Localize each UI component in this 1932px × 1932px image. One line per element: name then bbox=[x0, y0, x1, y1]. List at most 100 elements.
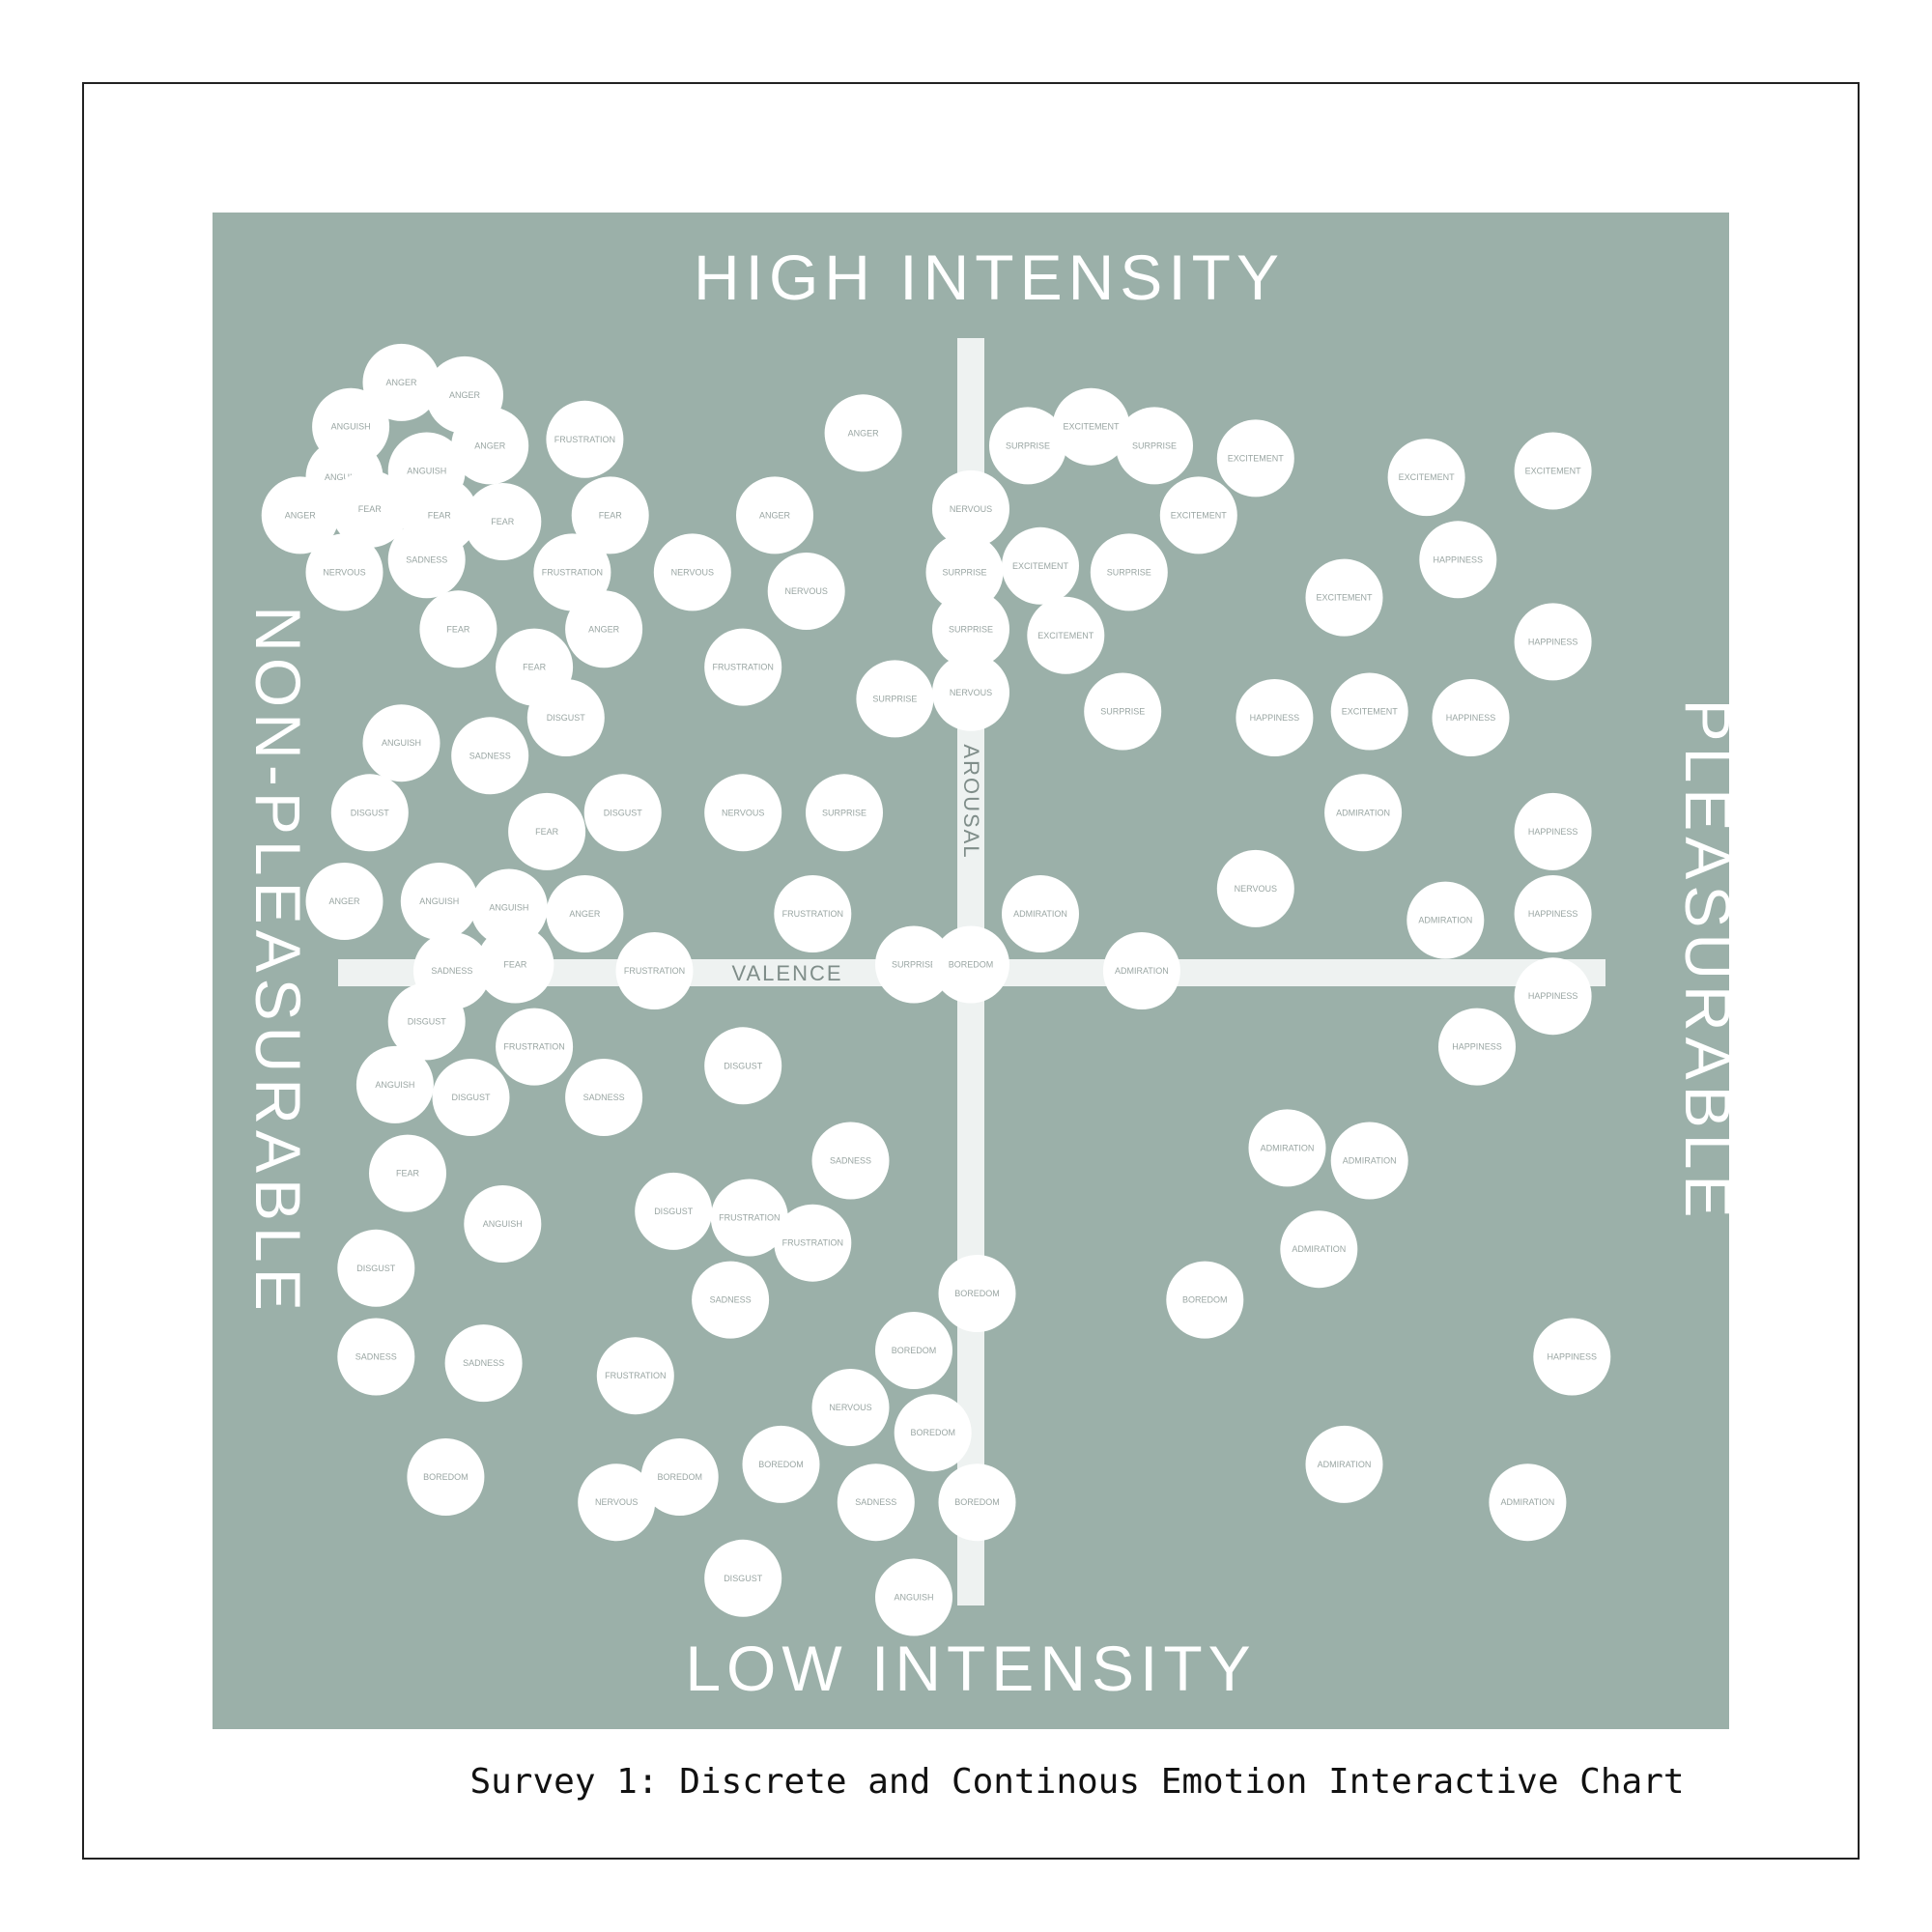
emotion-bubble[interactable] bbox=[1052, 387, 1130, 466]
emotion-point[interactable]: DISGUST bbox=[526, 679, 605, 756]
emotion-bubble[interactable] bbox=[546, 875, 624, 952]
emotion-bubble[interactable] bbox=[615, 932, 694, 1009]
emotion-point[interactable]: EXCITEMENT bbox=[1305, 558, 1383, 637]
emotion-point[interactable]: NERVOUS bbox=[578, 1463, 656, 1542]
emotion-bubble[interactable] bbox=[407, 1438, 485, 1516]
emotion-bubble[interactable] bbox=[508, 792, 586, 870]
emotion-point[interactable]: DISGUST bbox=[337, 1229, 415, 1307]
emotion-point[interactable]: FRUSTRATION bbox=[710, 1179, 788, 1257]
emotion-point[interactable]: FRUSTRATION bbox=[615, 932, 694, 1009]
emotion-point[interactable]: SURPRISE bbox=[925, 533, 1004, 611]
emotion-bubble[interactable] bbox=[526, 679, 605, 756]
emotion-bubble[interactable] bbox=[261, 476, 339, 554]
emotion-point[interactable]: HAPPINESS bbox=[1432, 679, 1510, 756]
emotion-point[interactable]: SADNESS bbox=[811, 1122, 890, 1200]
emotion-point[interactable]: EXCITEMENT bbox=[1514, 432, 1592, 510]
emotion-bubble[interactable] bbox=[387, 521, 466, 599]
emotion-point[interactable]: FEAR bbox=[369, 1134, 446, 1212]
emotion-point[interactable]: SADNESS bbox=[565, 1059, 643, 1136]
emotion-point[interactable]: FRUSTRATION bbox=[533, 533, 611, 611]
emotion-bubble[interactable] bbox=[1514, 957, 1592, 1036]
emotion-point[interactable]: HAPPINESS bbox=[1419, 521, 1497, 599]
emotion-bubble[interactable] bbox=[774, 1204, 852, 1282]
emotion-bubble[interactable] bbox=[875, 1312, 952, 1389]
emotion-point[interactable]: FRUSTRATION bbox=[546, 400, 624, 478]
emotion-bubble[interactable] bbox=[1002, 526, 1079, 605]
emotion-bubble[interactable] bbox=[578, 1463, 656, 1542]
emotion-point[interactable]: SURPRISE bbox=[875, 925, 952, 1004]
emotion-bubble[interactable] bbox=[1159, 476, 1237, 554]
emotion-bubble[interactable] bbox=[938, 1463, 1016, 1542]
emotion-bubble[interactable] bbox=[476, 925, 554, 1004]
emotion-bubble[interactable] bbox=[362, 704, 440, 782]
emotion-point[interactable]: EXCITEMENT bbox=[1052, 387, 1130, 466]
emotion-point[interactable]: FRUSTRATION bbox=[704, 628, 782, 706]
emotion-point[interactable]: ANGER bbox=[736, 476, 813, 554]
emotion-bubble[interactable] bbox=[925, 533, 1004, 611]
emotion-bubble[interactable] bbox=[704, 628, 782, 706]
emotion-point[interactable]: EXCITEMENT bbox=[1002, 526, 1079, 605]
emotion-point[interactable]: FRUSTRATION bbox=[496, 1008, 574, 1086]
emotion-bubble[interactable] bbox=[938, 1255, 1016, 1332]
emotion-point[interactable]: ANGER bbox=[261, 476, 339, 554]
emotion-point[interactable]: ADMIRATION bbox=[1330, 1122, 1408, 1200]
emotion-bubble[interactable] bbox=[451, 717, 529, 795]
emotion-point[interactable]: FEAR bbox=[476, 925, 554, 1004]
emotion-bubble[interactable] bbox=[704, 1027, 782, 1105]
emotion-point[interactable]: NERVOUS bbox=[811, 1369, 890, 1446]
emotion-bubble[interactable] bbox=[1084, 672, 1162, 751]
emotion-bubble[interactable] bbox=[1216, 419, 1294, 497]
emotion-bubble[interactable] bbox=[767, 553, 845, 630]
emotion-bubble[interactable] bbox=[704, 774, 782, 852]
emotion-point[interactable]: ADMIRATION bbox=[1280, 1210, 1358, 1289]
emotion-point[interactable]: ANGUISH bbox=[362, 704, 440, 782]
emotion-bubble[interactable] bbox=[355, 1045, 434, 1123]
emotion-point[interactable]: DISGUST bbox=[432, 1059, 510, 1136]
emotion-point[interactable]: EXCITEMENT bbox=[1330, 672, 1408, 751]
emotion-bubble[interactable] bbox=[1387, 439, 1465, 517]
emotion-point[interactable]: BOREDOM bbox=[407, 1438, 485, 1516]
emotion-point[interactable]: SADNESS bbox=[337, 1318, 415, 1396]
emotion-point[interactable]: BOREDOM bbox=[932, 925, 1009, 1004]
emotion-bubble[interactable] bbox=[1419, 521, 1497, 599]
emotion-bubble[interactable] bbox=[451, 407, 529, 485]
emotion-point[interactable]: FRUSTRATION bbox=[774, 875, 852, 952]
emotion-point[interactable]: FEAR bbox=[508, 792, 586, 870]
emotion-point[interactable]: ADMIRATION bbox=[1324, 774, 1403, 852]
emotion-point[interactable]: SURPRISE bbox=[932, 590, 1009, 668]
emotion-bubble[interactable] bbox=[1166, 1261, 1244, 1339]
emotion-point[interactable]: ANGER bbox=[546, 875, 624, 952]
emotion-bubble[interactable] bbox=[640, 1438, 719, 1516]
emotion-bubble[interactable] bbox=[1236, 679, 1314, 756]
emotion-point[interactable]: FEAR bbox=[330, 469, 409, 548]
emotion-bubble[interactable] bbox=[565, 590, 643, 668]
emotion-point[interactable]: SURPRISE bbox=[806, 774, 883, 852]
emotion-point[interactable]: FEAR bbox=[571, 476, 649, 554]
emotion-bubble[interactable] bbox=[1002, 875, 1079, 952]
emotion-point[interactable]: NERVOUS bbox=[305, 533, 384, 611]
emotion-bubble[interactable] bbox=[710, 1179, 788, 1257]
emotion-point[interactable]: SADNESS bbox=[451, 717, 529, 795]
emotion-bubble[interactable] bbox=[1330, 1122, 1408, 1200]
emotion-bubble[interactable] bbox=[704, 1539, 782, 1617]
emotion-bubble[interactable] bbox=[362, 343, 440, 421]
emotion-point[interactable]: FRUSTRATION bbox=[596, 1337, 674, 1415]
emotion-point[interactable]: SURPRISE bbox=[1090, 533, 1168, 611]
emotion-bubble[interactable] bbox=[369, 1134, 446, 1212]
emotion-bubble[interactable] bbox=[464, 1185, 542, 1263]
emotion-bubble[interactable] bbox=[1514, 432, 1592, 510]
emotion-bubble[interactable] bbox=[806, 774, 883, 852]
emotion-point[interactable]: BOREDOM bbox=[938, 1463, 1016, 1542]
emotion-bubble[interactable] bbox=[989, 407, 1066, 485]
emotion-bubble[interactable] bbox=[736, 476, 813, 554]
emotion-point[interactable]: BOREDOM bbox=[938, 1255, 1016, 1332]
emotion-point[interactable]: DISGUST bbox=[583, 774, 662, 852]
emotion-point[interactable]: ANGER bbox=[824, 394, 902, 472]
emotion-point[interactable]: EXCITEMENT bbox=[1216, 419, 1294, 497]
emotion-bubble[interactable] bbox=[464, 483, 542, 560]
emotion-bubble[interactable] bbox=[932, 590, 1009, 668]
emotion-point[interactable]: FRUSTRATION bbox=[774, 1204, 852, 1282]
emotion-point[interactable]: HAPPINESS bbox=[1514, 792, 1592, 870]
emotion-bubble[interactable] bbox=[1489, 1463, 1567, 1542]
emotion-point[interactable]: FEAR bbox=[464, 483, 542, 560]
